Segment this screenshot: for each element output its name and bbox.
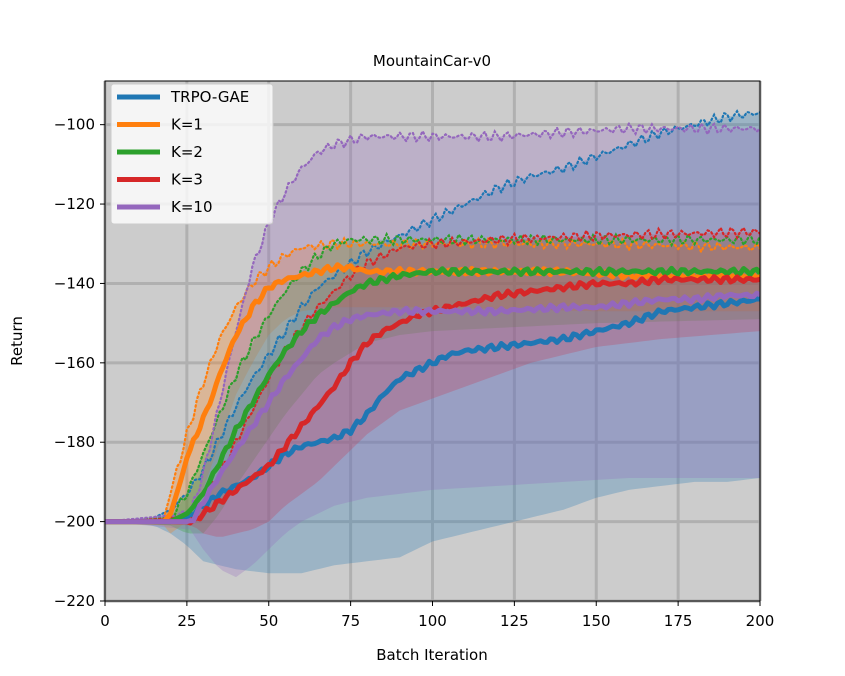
- y-axis-ticks: −220 −200 −180 −160 −140 −120 −100: [54, 116, 105, 610]
- upper-dots-k-10: [105, 120, 760, 523]
- x-tick-label: 175: [664, 612, 693, 630]
- x-tick-label: 75: [341, 612, 360, 630]
- legend-box: [110, 83, 274, 225]
- y-tick-label: −160: [54, 354, 95, 372]
- x-tick-label: 150: [582, 612, 611, 630]
- y-axis-label: Return: [8, 316, 26, 366]
- legend-label: TRPO-GAE: [170, 88, 249, 106]
- line-k-10: [105, 290, 760, 525]
- x-tick-label: 200: [746, 612, 775, 630]
- legend: TRPO-GAE K=1 K=2 K=3 K=10: [110, 83, 274, 225]
- legend-label: K=2: [171, 143, 203, 161]
- legend-label: K=10: [171, 198, 213, 216]
- y-tick-label: −180: [54, 433, 95, 451]
- x-tick-label: 25: [177, 612, 196, 630]
- y-tick-label: −220: [54, 592, 95, 610]
- line-trpo-gae: [105, 296, 760, 525]
- legend-label: K=3: [171, 171, 203, 189]
- x-axis-ticks: 0 25 50 75 100 125 150 175 200: [100, 601, 774, 630]
- y-tick-label: −100: [54, 116, 95, 134]
- upper-dots-trpo-gae: [105, 109, 760, 523]
- y-tick-label: −200: [54, 513, 95, 531]
- mean-lines: [105, 262, 760, 526]
- y-tick-label: −140: [54, 274, 95, 292]
- upper-dots-k-1: [105, 235, 760, 523]
- x-axis-label: Batch Iteration: [376, 646, 488, 664]
- x-tick-label: 0: [100, 612, 110, 630]
- x-tick-label: 50: [259, 612, 278, 630]
- x-tick-label: 100: [418, 612, 447, 630]
- legend-label: K=1: [171, 116, 203, 134]
- y-tick-label: −120: [54, 195, 95, 213]
- band-trpo-gae: [105, 112, 760, 574]
- x-tick-label: 125: [500, 612, 529, 630]
- line-k-2: [105, 265, 760, 525]
- chart-title: MountainCar-v0: [373, 52, 491, 70]
- band-k-2: [105, 239, 760, 534]
